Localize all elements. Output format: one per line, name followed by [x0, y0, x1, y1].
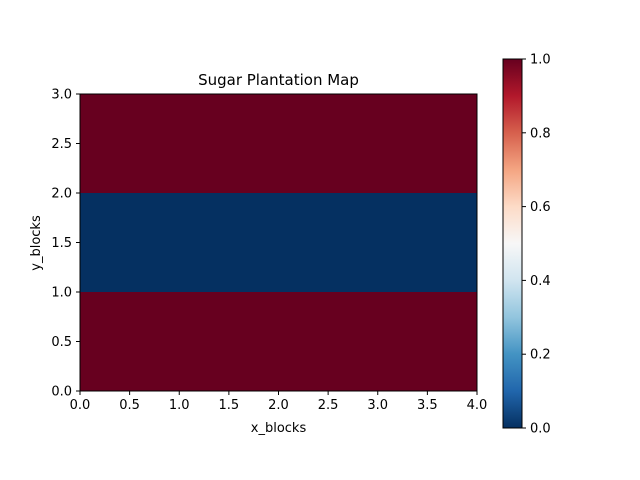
colorbar-tick-label: 0.8 — [530, 126, 551, 141]
heatmap-cell — [80, 292, 477, 391]
heatmap-cell — [80, 193, 477, 292]
y-tick-label: 3.0 — [51, 88, 72, 103]
x-axis-label: x_blocks — [251, 421, 307, 436]
y-tick-label: 0.5 — [51, 335, 72, 350]
x-tick-label: 1.0 — [169, 398, 190, 413]
colorbar-axis: 0.0 0.2 0.4 0.6 0.8 1.0 — [522, 53, 551, 437]
x-tick-label: 2.5 — [318, 398, 339, 413]
y-axis-label: y_blocks — [29, 215, 44, 271]
y-tick-label: 2.0 — [51, 187, 72, 202]
colorbar-tick-label: 0.2 — [530, 348, 551, 363]
x-tick-label: 3.0 — [367, 398, 388, 413]
y-tick-label: 1.5 — [51, 236, 72, 251]
y-tick-label: 2.5 — [51, 137, 72, 152]
colorbar-tick-label: 0.6 — [530, 200, 551, 215]
x-tick-label: 3.5 — [417, 398, 438, 413]
colorbar — [502, 58, 523, 429]
x-tick-label: 2.0 — [268, 398, 289, 413]
x-tick-label: 1.5 — [219, 398, 240, 413]
x-tick-label: 4.0 — [467, 398, 488, 413]
colorbar-tick-label: 0.0 — [530, 422, 551, 437]
heatmap-cells — [80, 94, 477, 391]
y-tick-label: 0.0 — [51, 385, 72, 400]
y-tick-label: 1.0 — [51, 286, 72, 301]
heatmap-cell — [80, 94, 477, 193]
chart-title: Sugar Plantation Map — [198, 71, 359, 89]
x-tick-label: 0.5 — [119, 398, 140, 413]
x-axis: 0.0 0.5 1.0 1.5 2.0 2.5 3.0 3.5 4.0 — [70, 391, 488, 413]
x-tick-label: 0.0 — [70, 398, 91, 413]
colorbar-tick-label: 0.4 — [530, 274, 551, 289]
y-axis: 0.0 0.5 1.0 1.5 2.0 2.5 3.0 — [51, 88, 80, 400]
colorbar-tick-label: 1.0 — [530, 53, 551, 68]
